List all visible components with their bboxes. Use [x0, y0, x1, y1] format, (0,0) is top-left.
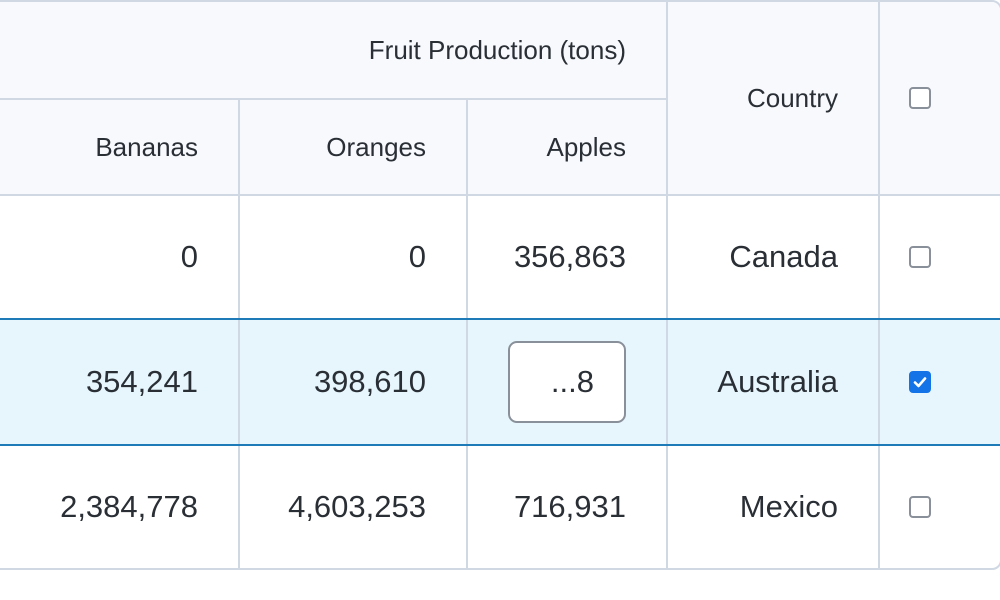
table-cell-country[interactable]: Australia: [668, 320, 880, 446]
table-cell-bananas[interactable]: 354,241: [0, 320, 240, 446]
table-cell-bananas[interactable]: 0: [0, 196, 240, 320]
table-cell-oranges[interactable]: 0: [240, 196, 468, 320]
row-select-cell: [880, 320, 1000, 446]
table-cell-apples[interactable]: 716,931: [468, 446, 668, 568]
header-country-label: Country: [746, 82, 838, 113]
row-select-cell: [880, 196, 1000, 320]
cell-value: 2,384,778: [60, 489, 198, 524]
row-select-cell: [880, 446, 1000, 568]
cell-value: Canada: [729, 239, 838, 274]
header-bananas[interactable]: Bananas: [0, 100, 240, 196]
fruit-production-table: Fruit Production (tons) Country Bananas …: [0, 0, 1000, 570]
header-apples-label: Apples: [546, 131, 627, 162]
cell-value: Mexico: [739, 489, 838, 524]
table-cell-oranges[interactable]: 4,603,253: [240, 446, 468, 568]
header-country[interactable]: Country: [668, 2, 880, 196]
cell-value: 398,610: [313, 364, 426, 399]
cell-value: 4,603,253: [288, 489, 426, 524]
table-cell-apples[interactable]: 356,863: [468, 196, 668, 320]
table-cell-country[interactable]: Canada: [668, 196, 880, 320]
cell-value: 354,241: [85, 364, 198, 399]
table-cell-apples-editing[interactable]: ...8: [468, 320, 668, 446]
table-cell-oranges[interactable]: 398,610: [240, 320, 468, 446]
cell-editor-input[interactable]: ...8: [508, 341, 626, 423]
header-group-label: Fruit Production (tons): [368, 34, 626, 65]
select-all-checkbox[interactable]: [909, 87, 931, 109]
header-group-fruit-production: Fruit Production (tons): [0, 2, 668, 100]
checkmark-icon: [913, 377, 927, 388]
header-oranges[interactable]: Oranges: [240, 100, 468, 196]
header-select-all-cell: [880, 2, 1000, 196]
cell-value: 0: [180, 239, 198, 274]
cell-value: 0: [408, 239, 426, 274]
cell-editor-value: ...8: [550, 364, 594, 399]
cell-value: 356,863: [513, 239, 626, 274]
header-oranges-label: Oranges: [326, 131, 426, 162]
cell-value: Australia: [717, 364, 838, 399]
row-checkbox-canada[interactable]: [909, 246, 931, 268]
row-checkbox-australia[interactable]: [909, 371, 931, 393]
table-grid: Fruit Production (tons) Country Bananas …: [0, 2, 1000, 568]
header-apples[interactable]: Apples: [468, 100, 668, 196]
row-checkbox-mexico[interactable]: [909, 496, 931, 518]
cell-value: 716,931: [513, 489, 626, 524]
header-bananas-label: Bananas: [95, 131, 198, 162]
table-cell-country[interactable]: Mexico: [668, 446, 880, 568]
table-cell-bananas[interactable]: 2,384,778: [0, 446, 240, 568]
